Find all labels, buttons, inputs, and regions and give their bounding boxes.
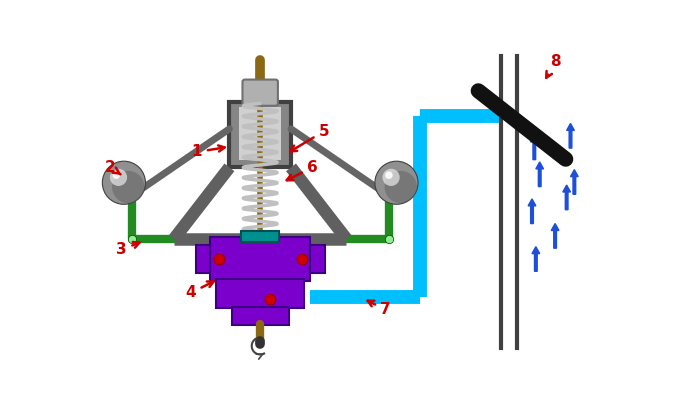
FancyArrow shape <box>528 199 536 224</box>
Text: 3: 3 <box>116 242 139 257</box>
Text: 8: 8 <box>546 54 561 78</box>
Ellipse shape <box>110 169 127 186</box>
Bar <box>310 245 325 273</box>
Ellipse shape <box>102 161 146 204</box>
Bar <box>232 307 288 325</box>
Bar <box>195 245 210 273</box>
FancyArrow shape <box>532 247 540 271</box>
Ellipse shape <box>382 169 400 186</box>
Ellipse shape <box>384 171 417 203</box>
Bar <box>241 231 279 242</box>
Ellipse shape <box>112 171 144 203</box>
Ellipse shape <box>113 172 120 179</box>
Bar <box>210 238 310 280</box>
Text: 5: 5 <box>290 124 330 151</box>
FancyArrow shape <box>531 135 538 160</box>
Bar <box>239 107 281 160</box>
FancyArrow shape <box>536 162 543 186</box>
Bar <box>230 102 291 167</box>
Text: 1: 1 <box>192 144 225 160</box>
FancyBboxPatch shape <box>242 80 278 106</box>
FancyArrow shape <box>570 170 578 194</box>
Ellipse shape <box>385 172 393 179</box>
Ellipse shape <box>375 161 418 204</box>
FancyArrow shape <box>563 185 570 210</box>
Text: 2: 2 <box>105 160 120 175</box>
Text: 4: 4 <box>186 282 214 300</box>
Bar <box>216 279 304 308</box>
FancyArrow shape <box>552 224 559 248</box>
FancyArrow shape <box>567 124 574 148</box>
Text: 7: 7 <box>368 301 391 317</box>
Text: 6: 6 <box>287 160 318 180</box>
